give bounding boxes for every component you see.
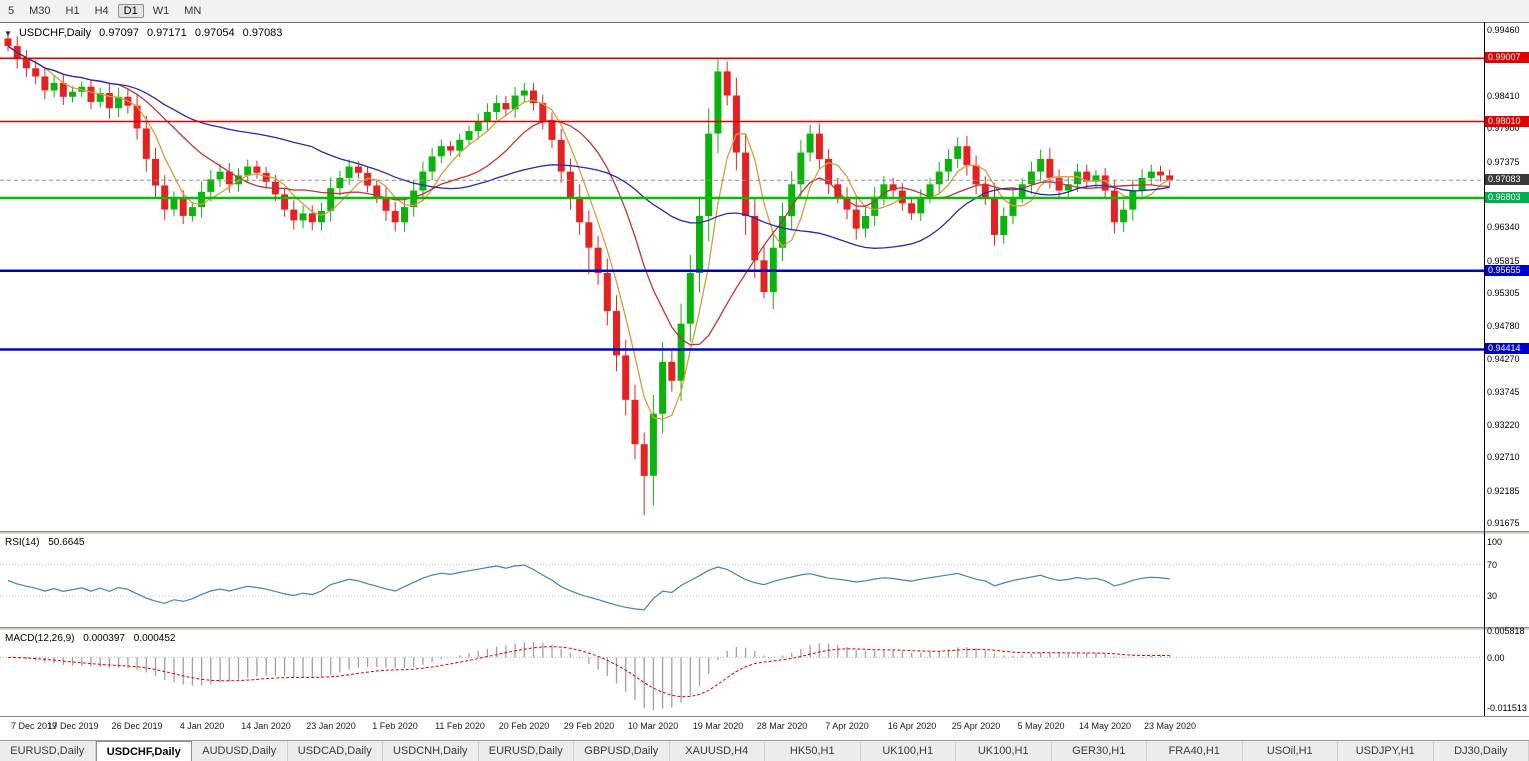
timeframe-button-m30[interactable]: M30: [29, 5, 51, 17]
chart-tab[interactable]: UK100,H1: [956, 741, 1052, 761]
symbol-marker-icon: ▼: [4, 29, 12, 38]
chart-tab[interactable]: EURUSD,Daily: [479, 741, 574, 761]
macd-indicator-label: MACD(12,26,9) 0.000397 0.000452: [5, 633, 181, 644]
chart-tab[interactable]: UK100,H1: [861, 741, 956, 761]
chart-tab[interactable]: HK50,H1: [765, 741, 861, 761]
macd-signal-value: 0.000452: [133, 633, 176, 644]
rsi-name: RSI(14): [5, 537, 40, 548]
timeframe-button-mn[interactable]: MN: [184, 5, 202, 17]
timeframe-toolbar: 5 M30 H1 H4 D1 W1 MN: [0, 0, 1529, 22]
price-axis[interactable]: [1485, 22, 1529, 717]
rsi-value: 50.6645: [48, 537, 85, 548]
chart-tab[interactable]: GER30,H1: [1052, 741, 1147, 761]
chart-tab[interactable]: EURUSD,Daily: [0, 741, 96, 761]
macd-value: 0.000397: [83, 633, 125, 644]
chart-tab[interactable]: USDCNH,Daily: [383, 741, 479, 761]
ohlc-high: 0.97171: [147, 27, 187, 39]
timeframe-button-h4[interactable]: H4: [94, 5, 109, 17]
chart-tab-bar: EURUSD,Daily USDCHF,Daily AUDUSD,Daily USDC…: [0, 740, 1529, 761]
chart-tab[interactable]: DJ30,Daily: [1434, 741, 1529, 761]
chart-tab[interactable]: USDCHF,Daily: [95, 741, 192, 761]
chart-tab[interactable]: GBPUSD,Daily: [574, 741, 670, 761]
chart-tab[interactable]: XAUUSD,H4: [670, 741, 765, 761]
timeframe-button-d1[interactable]: D1: [117, 4, 144, 18]
ohlc-low: 0.97054: [194, 27, 235, 39]
symbol-info: ▼ USDCHF,Daily 0.97097 0.97171 0.97054 0…: [4, 27, 287, 39]
ohlc-close: 0.97083: [242, 27, 283, 39]
chart-tab[interactable]: USDCAD,Daily: [288, 741, 383, 761]
timeframe-button-5[interactable]: 5: [8, 5, 15, 17]
ohlc-open: 0.97097: [99, 27, 139, 39]
chart-tab[interactable]: AUDUSD,Daily: [192, 741, 288, 761]
chart-tab[interactable]: FRA40,H1: [1147, 741, 1243, 761]
symbol-title: USDCHF,Daily: [18, 27, 92, 39]
macd-name: MACD(12,26,9): [5, 633, 75, 644]
timeframe-button-w1[interactable]: W1: [152, 5, 170, 17]
timeframe-button-h1[interactable]: H1: [65, 5, 80, 17]
chart-tab[interactable]: USDJPY,H1: [1338, 741, 1434, 761]
time-axis[interactable]: [0, 717, 1484, 740]
rsi-indicator-label: RSI(14) 50.6645: [5, 537, 90, 548]
chart-tab[interactable]: USOil,H1: [1243, 741, 1338, 761]
